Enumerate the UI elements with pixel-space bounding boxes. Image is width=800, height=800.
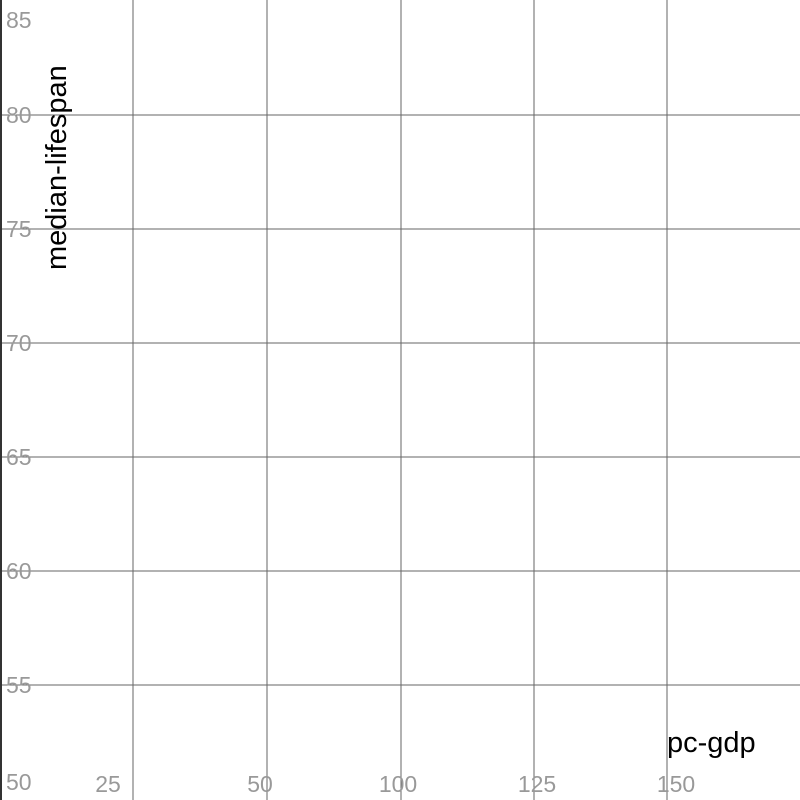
y-tick-labels: 85 80 75 70 65 60 55 50 bbox=[6, 7, 32, 795]
x-axis-label: pc-gdp bbox=[667, 727, 756, 759]
y-tick-label: 85 bbox=[6, 7, 32, 33]
x-tick-labels: 25 50 100 125 150 bbox=[95, 771, 695, 797]
horizontal-grid-lines bbox=[0, 114, 800, 686]
y-tick-label: 80 bbox=[6, 102, 32, 128]
y-tick-label: 55 bbox=[6, 672, 32, 698]
y-tick-label: 50 bbox=[6, 769, 32, 795]
x-tick-label: 150 bbox=[657, 771, 695, 797]
y-tick-label: 70 bbox=[6, 330, 32, 356]
x-tick-label: 125 bbox=[518, 771, 556, 797]
vertical-grid-lines bbox=[132, 0, 668, 800]
y-axis-label: median-lifespan bbox=[41, 65, 73, 270]
y-tick-label: 75 bbox=[6, 216, 32, 242]
y-tick-label: 60 bbox=[6, 558, 32, 584]
x-tick-label: 50 bbox=[247, 771, 273, 797]
x-tick-label: 25 bbox=[95, 771, 121, 797]
x-tick-label: 100 bbox=[379, 771, 417, 797]
y-tick-label: 65 bbox=[6, 444, 32, 470]
